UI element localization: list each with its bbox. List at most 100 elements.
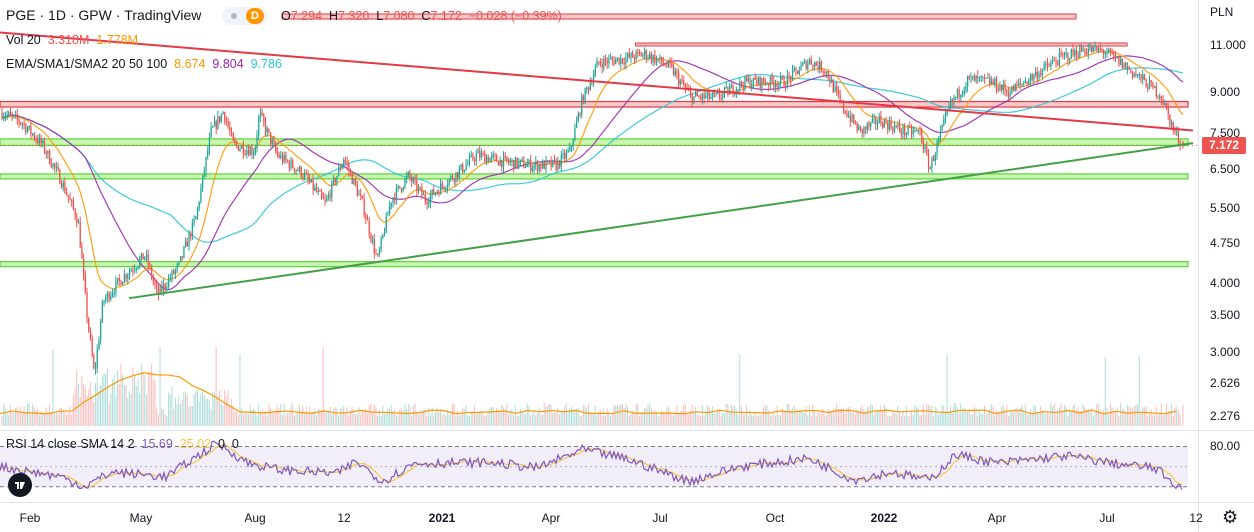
candle (322, 192, 324, 200)
volume-bar (827, 409, 829, 426)
candle (1087, 43, 1089, 60)
candle (62, 179, 64, 192)
candle-body (213, 120, 216, 127)
volume-bar (1104, 356, 1106, 426)
candle-body (203, 171, 205, 176)
volume-bar (596, 414, 598, 426)
volume-bar (45, 407, 47, 426)
candle-body (771, 76, 773, 82)
candle (334, 177, 336, 186)
candle (1, 106, 3, 120)
currency-label[interactable]: PLN (1210, 5, 1234, 19)
candle (215, 119, 217, 134)
candle-body (253, 154, 255, 156)
candle-body (946, 109, 948, 114)
candle-body (863, 127, 865, 134)
candle (1018, 78, 1020, 88)
candle (780, 71, 782, 89)
candle-body (285, 154, 287, 161)
candle-body (798, 70, 800, 74)
candle-body (752, 77, 755, 85)
volume-bar (249, 404, 251, 426)
candle (1016, 80, 1018, 92)
candle-body (339, 167, 341, 170)
volume-bar (1182, 404, 1184, 426)
volume-bar (858, 412, 860, 426)
candle-body (1143, 74, 1146, 80)
candle-body (1067, 53, 1069, 61)
candle (183, 245, 185, 259)
candle-body (603, 58, 605, 68)
candle (570, 144, 573, 152)
candle (402, 186, 404, 193)
candle (538, 163, 540, 174)
candle (853, 113, 855, 125)
candle-body (895, 125, 897, 127)
symbol-title[interactable]: PGE · 1D · GPW · TradingView (6, 7, 202, 23)
candle-body (390, 202, 392, 206)
candle-body (326, 198, 328, 202)
candle (458, 165, 460, 182)
volume-bar (38, 414, 40, 426)
volume-bar (1060, 403, 1062, 426)
candle-body (280, 155, 282, 158)
volume-bar (594, 405, 596, 426)
candle (610, 53, 612, 60)
candle-body (360, 193, 362, 196)
candle-body (924, 146, 926, 150)
candle-body (567, 150, 569, 153)
volume-bar (625, 403, 627, 426)
candle (553, 155, 556, 165)
volume-bar (720, 415, 722, 426)
candle (179, 256, 182, 263)
volume-bar (917, 407, 919, 426)
volume-bar (246, 413, 248, 426)
candle-body (32, 133, 34, 135)
candle (50, 157, 52, 169)
gear-icon[interactable]: ⚙ (1222, 507, 1239, 527)
candle-body (1014, 84, 1016, 92)
volume-bar (655, 411, 657, 426)
candle-body (74, 209, 76, 218)
rsi-legend[interactable]: RSI 14 close SMA 14 2 15.69 25.02 0 0 (6, 437, 239, 451)
candle-body (1075, 50, 1078, 57)
candle-body (560, 154, 562, 167)
candle (718, 87, 721, 101)
candle (383, 227, 386, 237)
candle-body (642, 54, 644, 57)
candle (1077, 51, 1079, 59)
volume-bar (994, 415, 996, 426)
ma-legend[interactable]: EMA/SMA1/SMA2 20 50 100 8.674 9.804 9.78… (6, 57, 282, 71)
tradingview-logo-icon[interactable] (8, 473, 32, 497)
candle-body (69, 197, 71, 201)
candle (506, 156, 508, 163)
candle (698, 94, 700, 99)
candle (13, 114, 15, 119)
volume-bar (933, 416, 935, 426)
candle-body (1167, 107, 1169, 115)
candle (805, 59, 807, 71)
volume-bar (863, 409, 865, 426)
candle (157, 284, 160, 301)
candle-body (356, 185, 358, 196)
candle (531, 164, 534, 173)
volume-bar (285, 416, 287, 426)
volume-bar (946, 355, 948, 426)
candle-body (421, 187, 423, 196)
volume-bar (968, 410, 970, 426)
volume-bar (972, 413, 974, 426)
volume-bar (477, 411, 479, 426)
candle-body (948, 106, 950, 110)
candle-body (295, 169, 297, 172)
volume-bar (960, 403, 962, 426)
candle-body (1125, 62, 1127, 69)
volume-legend[interactable]: Vol 20 3.318M 1.778M (6, 33, 139, 47)
candle-body (468, 156, 471, 163)
volume-bar (346, 407, 348, 426)
candle (120, 279, 122, 286)
volume-bar (314, 408, 316, 426)
candle-body (21, 123, 24, 125)
market-status[interactable]: D (222, 7, 268, 25)
volume-bar (440, 408, 442, 426)
